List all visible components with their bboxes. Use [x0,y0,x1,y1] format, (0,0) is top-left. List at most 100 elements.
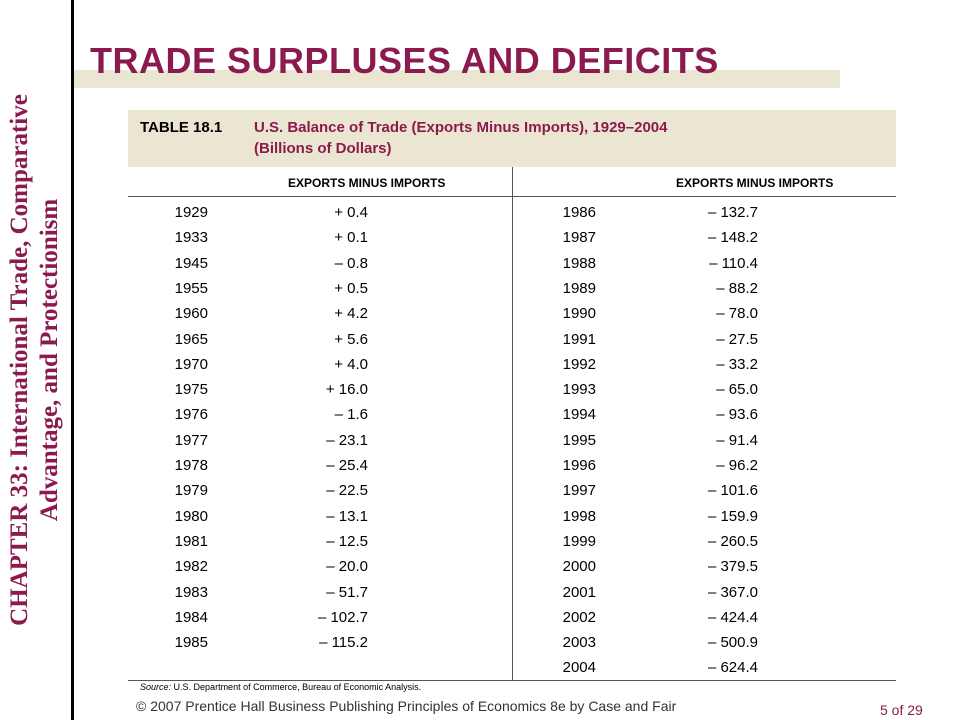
year-cell: 1945 [174,254,208,272]
table-row: 1979 – 22.5 [128,478,896,503]
sidebar-divider [71,0,74,720]
table-row: 1983 – 51.7 [128,580,896,605]
table-row: 1945 – 0.8 [128,251,896,276]
table-row: 1994 – 93.6 [128,402,896,427]
year-cell: 1965 [174,330,208,348]
year-cell: 1981 [174,532,208,550]
value-cell: + 4.0 [334,355,368,373]
table-row: 1970 + 4.0 [128,352,896,377]
year-cell: 1995 [562,431,596,449]
table-row: 1991 – 27.5 [128,327,896,352]
year-cell: 1988 [562,254,596,272]
table-row: 1976 – 1.6 [128,402,896,427]
value-cell: – 65.0 [716,381,758,399]
year-cell: 1999 [562,532,596,550]
value-cell: + 5.6 [334,330,368,348]
year-cell: 1929 [174,204,208,221]
table-row: 1992 – 33.2 [128,352,896,377]
copyright-text: © 2007 Prentice Hall Business Publishing… [136,698,677,714]
table-row: 1982 – 20.0 [128,554,896,579]
value-cell: – 132.7 [707,204,758,221]
table-units: (Billions of Dollars) [254,140,392,157]
table-row: 2003 – 500.9 [128,630,896,655]
table-row: 1986 – 132.7 [128,200,896,225]
year-cell: 1955 [174,279,208,297]
value-cell: – 110.4 [709,254,758,272]
year-cell: 1993 [562,381,596,399]
year-cell: 2003 [562,634,596,652]
table-row: 1980 – 13.1 [128,504,896,529]
value-cell: – 13.1 [326,507,368,525]
value-cell: – 23.1 [326,431,368,449]
year-cell: 1998 [562,507,596,525]
value-cell: + 0.1 [334,229,368,247]
value-cell: – 367.0 [707,583,758,601]
year-cell: 1979 [174,482,208,500]
year-cell: 2004 [562,659,596,677]
column-header-left: EXPORTS MINUS IMPORTS [288,176,446,190]
year-cell: 1992 [562,355,596,373]
table-row: 1989 – 88.2 [128,276,896,301]
value-cell: – 91.4 [716,431,758,449]
value-cell: + 4.2 [334,305,368,323]
value-cell: – 78.0 [716,305,758,323]
value-cell: + 0.4 [334,204,368,221]
table-title: U.S. Balance of Trade (Exports Minus Imp… [254,119,668,136]
table-row: 1985 – 115.2 [128,630,896,655]
value-cell: – 88.2 [716,279,758,297]
table-row: 1993 – 65.0 [128,377,896,402]
value-cell: + 16.0 [325,381,368,399]
value-cell: – 148.2 [707,229,758,247]
chapter-title-line-1: CHAPTER 33: International Trade, Compara… [6,94,33,626]
title-underline-band [74,70,840,88]
table-row: 1990 – 78.0 [128,301,896,326]
value-cell: – 25.4 [326,457,368,474]
value-cell: – 500.9 [707,634,758,652]
table-row: 1987 – 148.2 [128,225,896,250]
table-row: 1998 – 159.9 [128,504,896,529]
table-row: 1999 – 260.5 [128,529,896,554]
year-cell: 1991 [562,330,596,348]
year-cell: 1985 [174,634,208,652]
table-row: 1978 – 25.4 [128,453,896,478]
table-row: 1997 – 101.6 [128,478,896,503]
value-cell: – 22.5 [326,482,368,500]
bottom-rule [128,680,896,681]
value-cell: – 96.2 [716,457,758,474]
column-divider [512,167,513,680]
value-cell: – 27.5 [716,330,758,348]
value-cell: + 0.5 [334,279,368,297]
table-row: 1975 + 16.0 [128,377,896,402]
value-cell: – 101.6 [707,482,758,500]
table-row: 1996 – 96.2 [128,453,896,478]
year-cell: 1980 [174,507,208,525]
table-row: 1988 – 110.4 [128,251,896,276]
column-header-right: EXPORTS MINUS IMPORTS [676,176,834,190]
year-cell: 1976 [174,406,208,424]
year-cell: 1994 [562,406,596,424]
table-row: 1929 + 0.4 [128,200,896,225]
value-cell: – 51.7 [326,583,368,601]
year-cell: 2002 [562,608,596,626]
table-row: 2004 – 624.4 [128,655,896,680]
year-cell: 2001 [562,583,596,601]
year-cell: 1975 [174,381,208,399]
value-cell: – 159.9 [707,507,758,525]
slide-title: TRADE SURPLUSES AND DEFICITS [90,40,719,81]
year-cell: 1986 [562,204,596,221]
year-cell: 1970 [174,355,208,373]
page-number: 5 of 29 [880,702,923,718]
value-cell: – 624.4 [707,659,758,677]
year-cell: 1996 [562,457,596,474]
table-source: Source: U.S. Department of Commerce, Bur… [140,682,421,692]
table-caption: TABLE 18.1 U.S. Balance of Trade (Export… [128,110,896,167]
table-row: 1977 – 23.1 [128,428,896,453]
value-cell: – 102.7 [317,608,368,626]
table-row: 2002 – 424.4 [128,605,896,630]
year-cell: 1978 [174,457,208,474]
table-row: 1955 + 0.5 [128,276,896,301]
value-cell: – 424.4 [707,608,758,626]
value-cell: – 0.8 [334,254,368,272]
chapter-title: CHAPTER 33: International Trade, Compara… [5,94,65,626]
table-row: 1965 + 5.6 [128,327,896,352]
